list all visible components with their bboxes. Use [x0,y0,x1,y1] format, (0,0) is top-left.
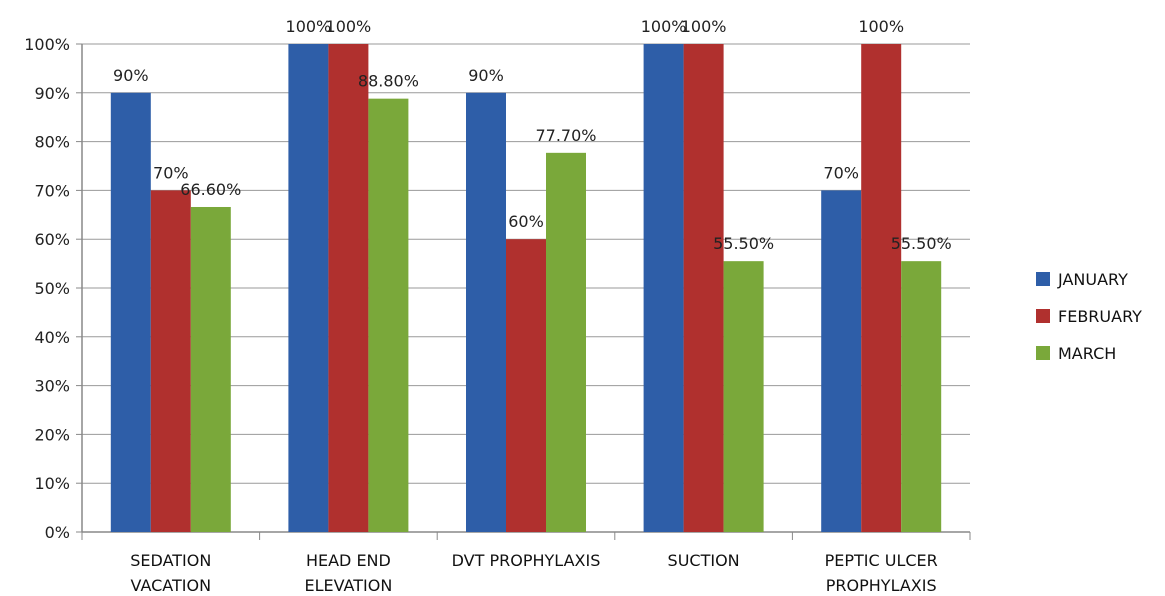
legend-swatch [1036,346,1050,360]
bar-february [861,44,902,532]
bars [110,44,942,533]
bar-january [288,44,329,532]
bar-march [190,206,231,532]
legend-swatch [1036,309,1050,323]
y-tick-label: 20% [34,425,70,444]
y-tick-label: 40% [34,328,70,347]
legend-swatch [1036,272,1050,286]
bar-january [110,92,151,533]
bar-january [643,44,684,532]
y-tick-label: 60% [34,230,70,249]
bar-march [368,98,409,532]
data-label: 66.60% [180,180,241,199]
x-category-label: SEDATION VACATION [130,551,211,595]
x-category-label-line: DVT PROPHYLAXIS [452,551,601,570]
x-category-label: DVT PROPHYLAXIS [452,551,601,570]
x-category-label-line: PROPHYLAXIS [826,576,937,595]
x-category-label-line: SUCTION [668,551,740,570]
y-tick-label: 80% [34,133,70,152]
data-label: 100% [858,17,904,36]
bar-march [723,261,764,532]
legend-label: FEBRUARY [1058,307,1142,326]
x-category-label-line: VACATION [131,576,212,595]
x-category-label-line: ELEVATION [304,576,392,595]
y-axis-ticks: 0% 10% 20% 30% 40% 50% 60% 70% 80% 90% 100% [24,35,83,542]
x-category-label-line: PEPTIC ULCER [825,551,938,570]
data-label: 70% [153,163,189,182]
data-label: 100% [326,17,372,36]
y-tick-label: 10% [34,474,70,493]
bar-january [466,92,506,533]
data-label: 55.50% [713,234,774,253]
legend: JANUARY FEBRUARY MARCH [1036,270,1142,363]
bar-january [821,190,862,532]
bar-march [901,261,942,532]
y-tick-label: 30% [34,377,70,396]
data-label: 70% [823,163,859,182]
bar-march [546,152,586,532]
x-category-label: HEAD END ELEVATION [304,551,392,595]
bar-february [506,239,546,532]
data-label: 100% [286,17,332,36]
x-axis: SEDATION VACATION HEAD END ELEVATION DVT PRO… [81,532,971,595]
data-label: 60% [508,212,544,231]
data-labels: 90%70%66.60%100%100%88.80% 90%60%77.70%10… [113,17,952,253]
y-tick-label: 0% [45,523,70,542]
y-tick-label: 100% [24,35,70,54]
legend-label: JANUARY [1057,270,1128,289]
data-label: 100% [681,17,727,36]
y-tick-label: 90% [34,84,70,103]
legend-label: MARCH [1058,344,1116,363]
data-label: 100% [641,17,687,36]
data-label: 77.70% [535,126,596,145]
data-label: 55.50% [891,234,952,253]
x-category-label: SUCTION [668,551,740,570]
bar-february [683,44,724,532]
bar-february [328,44,369,532]
bar-february [150,190,191,532]
y-tick-label: 50% [34,279,70,298]
data-label: 88.80% [358,72,419,91]
data-label: 90% [468,66,504,85]
x-category-label-line: HEAD END [306,551,391,570]
x-category-label-line: SEDATION [130,551,211,570]
data-label: 90% [113,66,149,85]
y-tick-label: 70% [34,181,70,200]
x-category-label: PEPTIC ULCER PROPHYLAXIS [825,551,938,595]
